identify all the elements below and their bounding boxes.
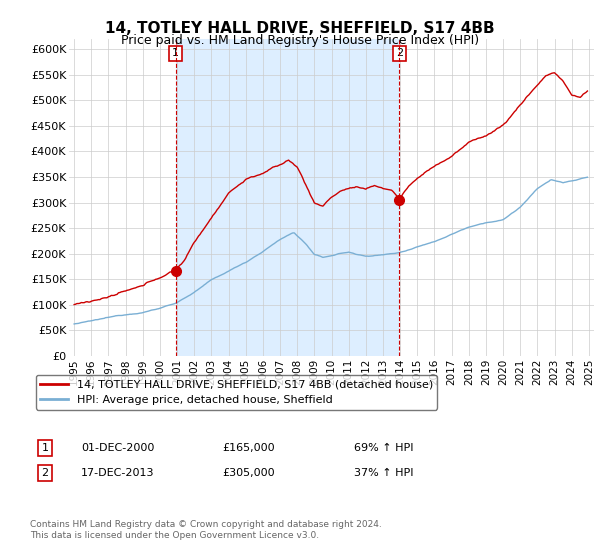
Text: 1: 1 <box>172 48 179 58</box>
Text: 2: 2 <box>396 48 403 58</box>
Text: 69% ↑ HPI: 69% ↑ HPI <box>354 443 413 453</box>
Text: 17-DEC-2013: 17-DEC-2013 <box>81 468 155 478</box>
Text: 01-DEC-2000: 01-DEC-2000 <box>81 443 154 453</box>
Text: This data is licensed under the Open Government Licence v3.0.: This data is licensed under the Open Gov… <box>30 531 319 540</box>
Text: 1: 1 <box>41 443 49 453</box>
Text: £165,000: £165,000 <box>222 443 275 453</box>
Bar <box>176 39 400 356</box>
Text: 37% ↑ HPI: 37% ↑ HPI <box>354 468 413 478</box>
Text: 2: 2 <box>41 468 49 478</box>
Text: 14, TOTLEY HALL DRIVE, SHEFFIELD, S17 4BB: 14, TOTLEY HALL DRIVE, SHEFFIELD, S17 4B… <box>105 21 495 36</box>
Text: Price paid vs. HM Land Registry's House Price Index (HPI): Price paid vs. HM Land Registry's House … <box>121 34 479 46</box>
Legend: 14, TOTLEY HALL DRIVE, SHEFFIELD, S17 4BB (detached house), HPI: Average price, : 14, TOTLEY HALL DRIVE, SHEFFIELD, S17 4B… <box>35 375 437 409</box>
Text: £305,000: £305,000 <box>222 468 275 478</box>
Text: Contains HM Land Registry data © Crown copyright and database right 2024.: Contains HM Land Registry data © Crown c… <box>30 520 382 529</box>
